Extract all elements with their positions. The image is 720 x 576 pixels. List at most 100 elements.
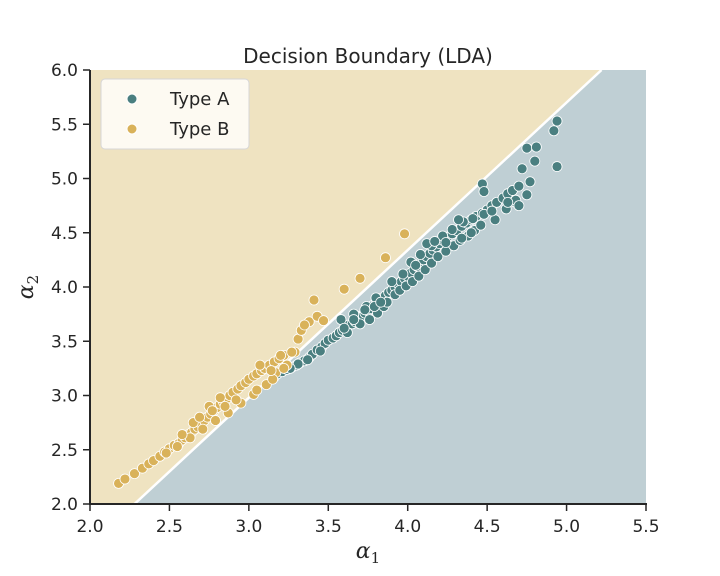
data-point xyxy=(214,392,226,404)
plot-area xyxy=(90,70,646,504)
y-tick-label: 2.0 xyxy=(51,495,78,515)
data-point xyxy=(354,272,366,284)
x-tick-label: 5.0 xyxy=(553,517,580,537)
data-point xyxy=(299,319,310,331)
y-tick-label: 4.5 xyxy=(51,224,78,244)
x-tick-label: 3.5 xyxy=(315,517,342,537)
x-axis-label: α1 xyxy=(356,539,380,567)
y-axis-label: α2 xyxy=(14,275,42,299)
x-axis-ticks: 2.0 2.5 3.0 3.5 4.0 4.5 5.0 5.5 xyxy=(76,504,660,537)
legend-marker-type-b xyxy=(126,123,138,135)
data-point xyxy=(318,315,329,327)
data-point xyxy=(521,189,533,201)
chart-title: Decision Boundary (LDA) xyxy=(243,44,493,68)
decision-boundary-line xyxy=(133,70,603,504)
y-tick-label: 6.0 xyxy=(51,61,78,81)
legend-label-type-a: Type A xyxy=(169,89,230,110)
data-point xyxy=(429,236,441,247)
data-point xyxy=(513,200,525,212)
data-point xyxy=(486,205,498,217)
x-tick-label: 2.0 xyxy=(76,517,103,537)
data-point xyxy=(399,228,410,240)
y-tick-label: 4.0 xyxy=(51,278,78,298)
data-point xyxy=(129,468,140,480)
data-point xyxy=(308,294,320,306)
data-point xyxy=(364,314,375,325)
x-tick-label: 4.0 xyxy=(394,517,421,537)
data-point xyxy=(194,411,206,423)
data-point xyxy=(513,180,525,192)
x-axis-label-subscript: 1 xyxy=(371,549,381,567)
data-point xyxy=(530,141,542,153)
data-point xyxy=(426,257,437,269)
data-point xyxy=(348,314,360,325)
data-point xyxy=(230,394,242,406)
data-point xyxy=(386,276,398,287)
data-point xyxy=(286,346,298,358)
data-point xyxy=(338,322,350,334)
data-point xyxy=(197,423,209,435)
y-axis-label-subscript: 2 xyxy=(24,275,42,285)
legend-marker-type-a xyxy=(126,93,138,105)
y-tick-label: 5.0 xyxy=(51,170,78,190)
x-axis-label-symbol: α xyxy=(356,539,371,564)
data-point xyxy=(171,441,183,452)
data-point xyxy=(275,349,287,361)
scatter-points xyxy=(113,115,563,489)
data-point xyxy=(219,400,231,412)
data-point xyxy=(410,259,422,271)
data-point xyxy=(251,384,263,396)
data-point xyxy=(432,251,444,263)
data-point xyxy=(397,268,409,280)
legend: Type A Type B xyxy=(100,78,250,150)
data-point xyxy=(210,415,221,426)
data-point xyxy=(502,196,514,208)
data-point xyxy=(314,345,326,357)
series-type-b xyxy=(113,228,410,489)
data-point xyxy=(419,264,431,276)
x-tick-label: 4.5 xyxy=(474,517,501,537)
data-point xyxy=(529,155,541,167)
data-point xyxy=(302,354,314,366)
data-point xyxy=(440,237,452,248)
data-point xyxy=(551,115,563,127)
data-point xyxy=(338,283,350,295)
data-point xyxy=(524,176,536,188)
data-point xyxy=(521,142,533,154)
y-tick-label: 2.5 xyxy=(51,441,78,461)
y-axis-ticks: 2.0 2.5 3.0 3.5 4.0 4.5 5.0 5.5 6.0 xyxy=(51,61,90,515)
y-tick-label: 3.5 xyxy=(51,332,78,352)
data-point xyxy=(278,362,290,374)
x-tick-label: 2.5 xyxy=(156,517,183,537)
data-point xyxy=(456,232,468,244)
data-point xyxy=(176,429,188,440)
data-point xyxy=(359,304,371,316)
x-tick-label: 3.0 xyxy=(235,517,262,537)
axes: 2.0 2.5 3.0 3.5 4.0 4.5 5.0 5.5 2.0 2.5 3.0 3.5 4.0… xyxy=(51,61,660,537)
data-point xyxy=(119,473,131,485)
data-point xyxy=(254,359,266,371)
x-tick-label: 5.5 xyxy=(632,517,659,537)
data-point xyxy=(413,270,425,282)
data-point xyxy=(516,163,528,175)
data-point xyxy=(415,249,426,260)
data-point xyxy=(206,405,218,417)
data-point xyxy=(467,213,479,225)
series-type-a xyxy=(268,115,563,383)
data-point xyxy=(465,227,477,239)
data-point xyxy=(380,252,391,264)
data-point xyxy=(478,186,490,197)
legend-box xyxy=(100,78,250,150)
data-point xyxy=(475,219,487,231)
data-point xyxy=(446,224,458,235)
data-point xyxy=(548,125,560,137)
data-point xyxy=(265,365,277,376)
data-point xyxy=(453,214,464,226)
legend-label-type-b: Type B xyxy=(169,119,229,140)
y-tick-label: 5.5 xyxy=(51,115,78,135)
data-point xyxy=(375,296,387,308)
y-axis-label-symbol: α xyxy=(14,284,39,299)
y-tick-label: 3.0 xyxy=(51,387,78,407)
data-point xyxy=(551,161,563,172)
